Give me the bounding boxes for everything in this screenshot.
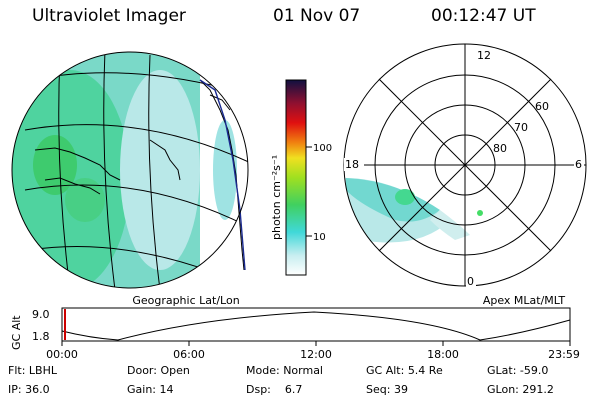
limb-aurora [213,120,237,220]
colorbar-tick-label-10: 10 [313,232,326,243]
altitude-plot-frame [61,307,571,342]
date-label: 01 Nov 07 [273,6,361,26]
mlt-label-18: 18 [345,158,359,171]
polar-grid [343,43,587,287]
status-seq: Seq: 39 [366,383,408,396]
altitude-xtick-1200: 12:00 [300,348,332,361]
altitude-xtick-1800: 18:00 [427,348,459,361]
altitude-xtick-0000: 00:00 [46,348,78,361]
altitude-ylabel: GC Alt [10,315,23,350]
altitude-xtick-2359: 23:59 [548,348,580,361]
altitude-curve [61,311,571,341]
status-gain: Gain: 14 [127,383,174,396]
status-ip: IP: 36.0 [8,383,50,396]
status-dsp: Dsp: 6.7 [246,383,303,396]
mlt-label-6: 6 [575,158,582,171]
status-glon: GLon: 291.2 [487,383,554,396]
colorbar-gradient [285,79,307,276]
mlat-label-80: 80 [493,142,507,155]
status-gc-alt: GC Alt: 5.4 Re [366,364,443,377]
altitude-ytick-bottom: 1.8 [32,330,50,343]
colorbar-units-label: photon cm⁻²s⁻¹ [270,155,283,240]
polar-plot: 12 18 6 0 60 70 80 Apex MLat/MLT [343,43,587,307]
altitude-xtick-0600: 06:00 [173,348,205,361]
mlat-label-60: 60 [535,100,549,113]
earth-disk-outline [11,51,249,289]
status-glat: GLat: -59.0 [487,364,549,377]
mlat-label-70: 70 [514,121,528,134]
altitude-ytick-top: 9.0 [32,308,50,321]
status-door: Door: Open [127,364,190,377]
polar-green-spot [477,210,483,216]
time-label: 00:12:47 UT [431,6,536,26]
instrument-title: Ultraviolet Imager [32,6,186,26]
polar-caption: Apex MLat/MLT [483,294,566,307]
altitude-panel: GC Alt 9.0 1.8 00:00 06:00 12:00 18:00 2… [10,307,580,361]
status-flt: Flt: LBHL [8,364,57,377]
colorbar-tick-label-100: 100 [313,143,332,154]
status-mode: Mode: Normal [246,364,323,377]
mlt-label-12: 12 [477,49,491,62]
limb-coast [199,79,246,271]
mlt-label-0: 0 [467,275,474,288]
geographic-map: Geographic Lat/Lon [11,45,250,307]
colorbar: 100 10 photon cm⁻²s⁻¹ [270,79,332,276]
geo-caption: Geographic Lat/Lon [132,294,239,307]
polar-aurora-image [344,178,470,243]
